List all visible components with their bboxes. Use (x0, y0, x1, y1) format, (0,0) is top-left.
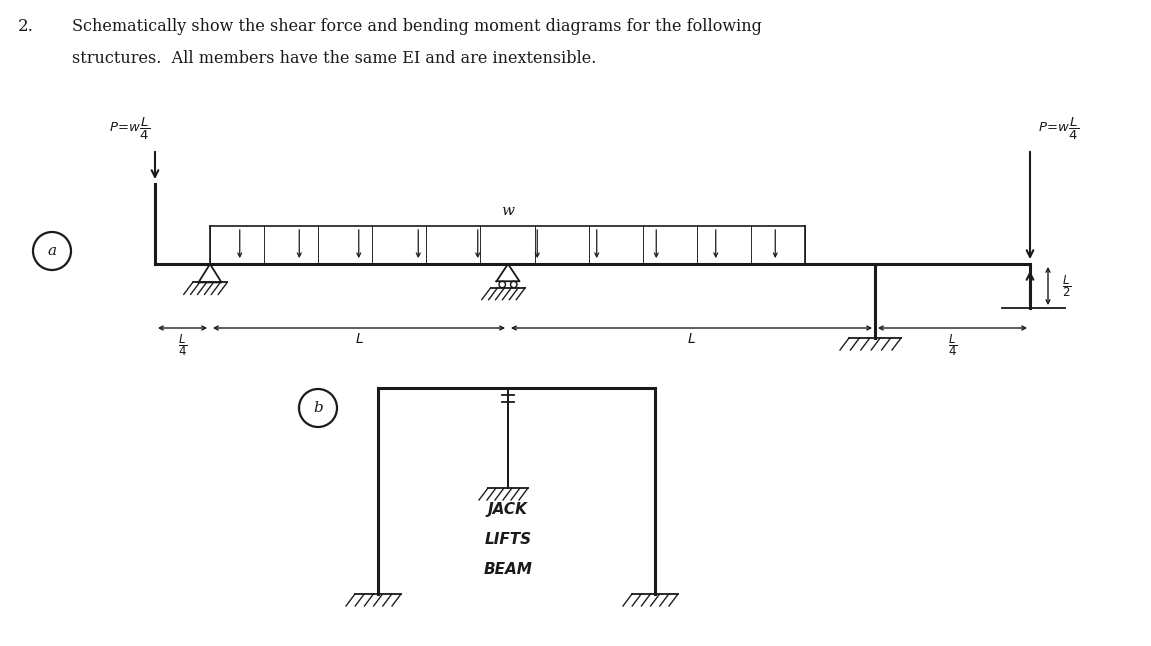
Text: $L$: $L$ (355, 332, 364, 346)
Text: LIFTS: LIFTS (485, 532, 532, 547)
Text: w: w (501, 204, 514, 218)
Text: Schematically show the shear force and bending moment diagrams for the following: Schematically show the shear force and b… (73, 18, 762, 35)
Text: JACK: JACK (488, 502, 528, 517)
Text: $\dfrac{L}{2}$: $\dfrac{L}{2}$ (1062, 273, 1072, 299)
Text: $\dfrac{L}{4}$: $\dfrac{L}{4}$ (177, 332, 188, 358)
Text: $\dfrac{L}{4}$: $\dfrac{L}{4}$ (947, 332, 958, 358)
Text: $P\!=\!w\dfrac{L}{4}$: $P\!=\!w\dfrac{L}{4}$ (1038, 116, 1080, 142)
Text: 2.: 2. (18, 18, 33, 35)
Text: b: b (313, 401, 323, 415)
Text: BEAM: BEAM (483, 562, 533, 577)
Text: $P\!=\!w\dfrac{L}{4}$: $P\!=\!w\dfrac{L}{4}$ (109, 116, 150, 142)
Text: structures.  All members have the same EI and are inextensible.: structures. All members have the same EI… (73, 50, 596, 67)
Text: $L$: $L$ (687, 332, 696, 346)
Text: a: a (47, 244, 56, 258)
